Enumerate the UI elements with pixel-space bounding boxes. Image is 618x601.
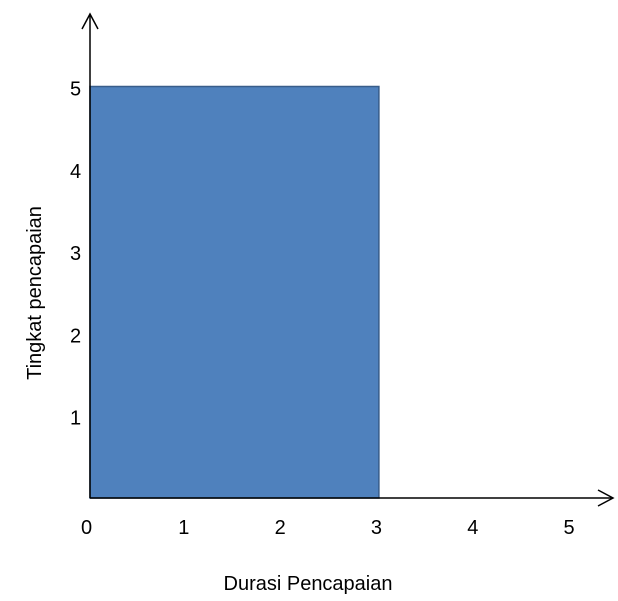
x-tick-label: 3 — [371, 517, 382, 539]
y-axis-title: Tingkat pencapaian — [24, 206, 46, 380]
filled-region — [89, 85, 380, 499]
y-tick-label: 2 — [70, 325, 81, 347]
y-tick-label: 5 — [70, 79, 81, 101]
y-tick-label: 4 — [70, 161, 81, 183]
plot-area — [89, 85, 380, 499]
x-tick-label: 4 — [467, 517, 478, 539]
x-axis-title: Durasi Pencapaian — [224, 573, 393, 595]
y-tick-label: 1 — [70, 408, 81, 430]
x-tick-labels: 0 1 2 3 4 5 — [81, 517, 575, 539]
y-tick-labels: 1 2 3 4 5 — [70, 79, 81, 430]
x-axis-arrow-icon — [597, 489, 615, 507]
x-tick-label: 5 — [564, 517, 575, 539]
y-tick-label: 3 — [70, 243, 81, 265]
x-tick-label: 1 — [178, 517, 189, 539]
x-tick-label: 0 — [81, 517, 92, 539]
x-tick-label: 2 — [275, 517, 286, 539]
y-axis-arrow-icon — [81, 12, 99, 30]
